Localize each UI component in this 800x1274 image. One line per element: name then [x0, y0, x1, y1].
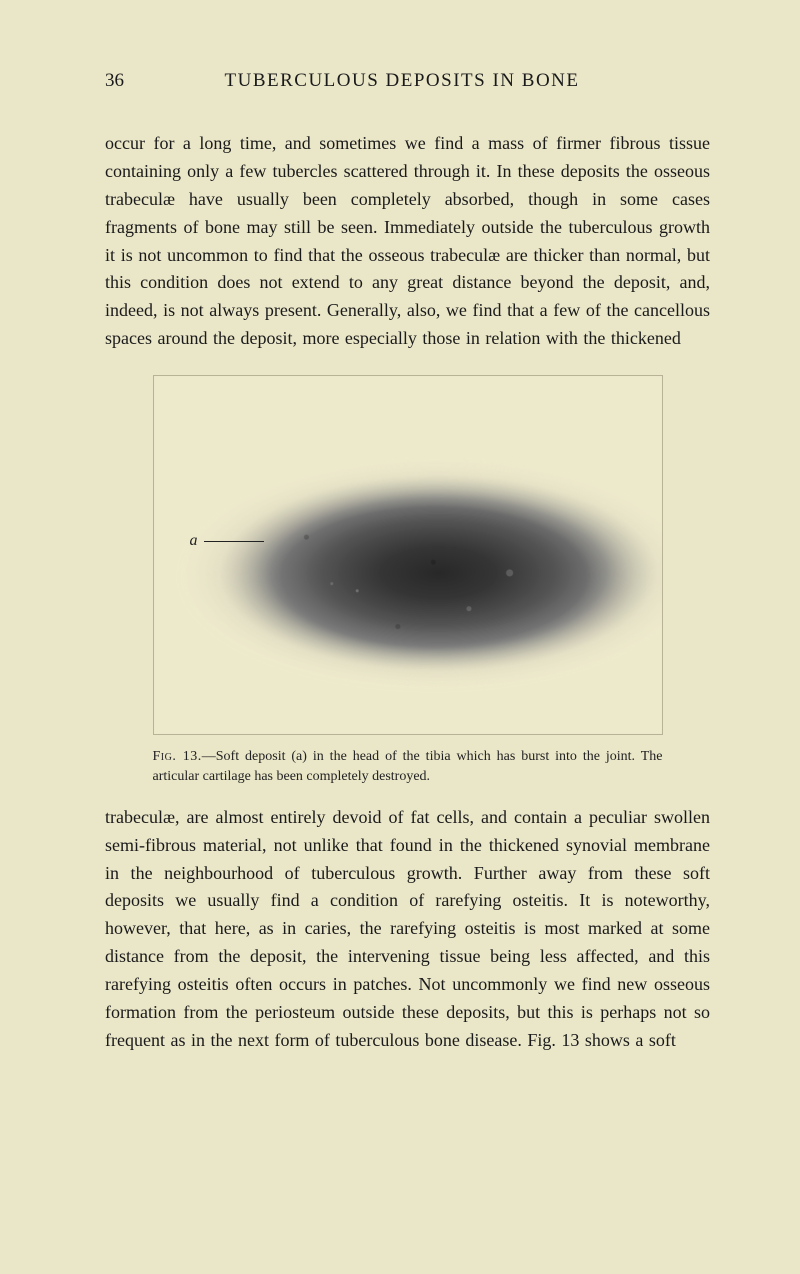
paragraph-1: occur for a long time, and sometimes we …	[105, 130, 710, 353]
figure-image: a	[153, 375, 663, 735]
figure-leader-a	[204, 541, 264, 542]
figure-caption: Fig. 13.—Soft deposit (a) in the head of…	[153, 747, 663, 788]
figure-photo-texture	[154, 376, 662, 734]
paragraph-2: trabeculæ, are almost entirely devoid of…	[105, 804, 710, 1055]
running-title: TUBERCULOUS DEPOSITS IN BONE	[94, 70, 710, 92]
running-head: 36 TUBERCULOUS DEPOSITS IN BONE	[105, 70, 710, 92]
figure-label-a: a	[190, 532, 198, 550]
figure-caption-body: —Soft deposit (a) in the head of the tib…	[153, 749, 663, 784]
figure-13: a Fig. 13.—Soft deposit (a) in the head …	[153, 375, 663, 788]
figure-caption-lead: Fig. 13.	[153, 749, 202, 764]
